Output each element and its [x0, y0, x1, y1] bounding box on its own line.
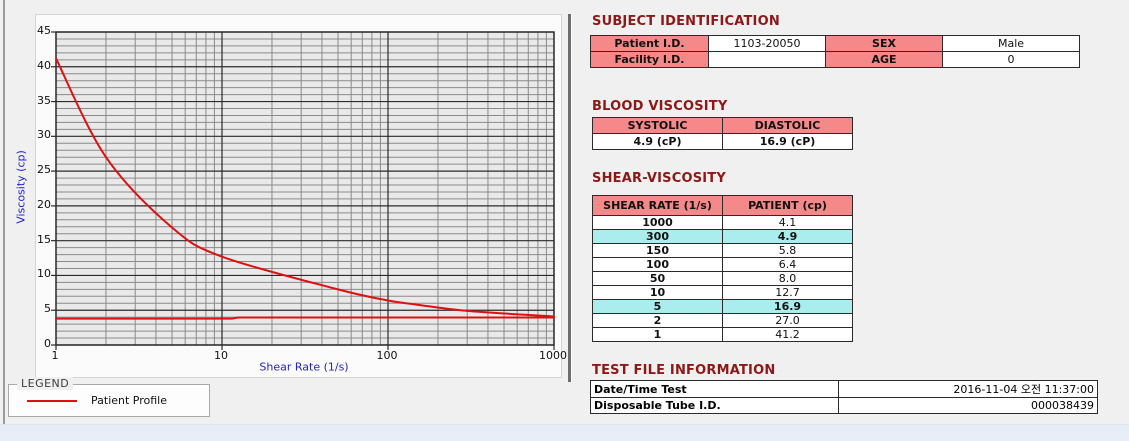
blood-header-cell: SYSTOLIC: [592, 117, 723, 134]
patient-viscosity-cell: 6.4: [722, 257, 853, 272]
shear-rate-cell: 300: [592, 229, 723, 244]
y-tick-label: 15: [37, 232, 51, 246]
field-label-cell: Patient I.D.: [590, 35, 709, 52]
field-label-cell: AGE: [825, 51, 943, 68]
field-value-cell: [708, 51, 826, 68]
series-patient-profile: [55, 57, 555, 318]
blood-value-cell: 16.9 (cP): [722, 133, 853, 150]
legend-caption: LEGEND: [17, 377, 74, 390]
shear-header-cell: PATIENT (cp): [722, 195, 853, 216]
patient-profile-line-swatch: [27, 399, 77, 402]
table-header-row: SHEAR RATE (1/s) PATIENT (cp): [592, 195, 853, 216]
shear-rate-cell: 100: [592, 257, 723, 272]
table-row: 100 6.4: [592, 257, 853, 272]
test-info-label-cell: Disposable Tube I.D.: [590, 397, 839, 414]
y-tick-label: 45: [37, 24, 51, 37]
x-tick-label: 10: [214, 349, 228, 362]
window-left-edge: [3, 0, 5, 425]
field-label-cell: Facility I.D.: [590, 51, 709, 68]
test-file-information-table: Date/Time Test 2016-11-04 오전 11:37:00 Disp…: [590, 380, 1098, 414]
test-info-value-cell: 000038439: [838, 397, 1098, 414]
shear-header-cell: SHEAR RATE (1/s): [592, 195, 723, 216]
patient-viscosity-cell: 4.1: [722, 215, 853, 230]
panel-divider: [568, 14, 572, 382]
shear-rate-cell: 10: [592, 285, 723, 300]
subject-identification-table: Patient I.D. 1103-20050 SEX Male Facility I.…: [590, 35, 1080, 68]
shear-rate-cell: 150: [592, 243, 723, 258]
viscosity-chart-panel: [35, 14, 562, 378]
y-tick-label: 40: [37, 58, 51, 72]
shear-rate-cell: 1: [592, 327, 723, 342]
table-row: 300 4.9: [592, 229, 853, 244]
shear-viscosity-table: SHEAR RATE (1/s) PATIENT (cp) 1000 4.1 300 4.…: [592, 195, 853, 342]
legend-box: LEGEND Patient Profile: [8, 377, 210, 417]
table-row: Facility I.D. AGE 0: [590, 51, 1080, 68]
plot-background: [56, 32, 554, 345]
table-row: 2 27.0: [592, 313, 853, 328]
table-row: Date/Time Test 2016-11-04 오전 11:37:00: [590, 380, 1098, 398]
table-row: Disposable Tube I.D. 000038439: [590, 397, 1098, 414]
test-file-information-title: TEST FILE INFORMATION: [592, 363, 776, 378]
patient-viscosity-cell: 27.0: [722, 313, 853, 328]
y-tick-label: 10: [37, 267, 51, 281]
table-row: 4.9 (cP) 16.9 (cP): [592, 133, 853, 150]
blood-value-cell: 4.9 (cP): [592, 133, 723, 150]
field-value-cell: 0: [942, 51, 1080, 68]
table-row: 150 5.8: [592, 243, 853, 258]
x-tick-label: 1000: [539, 349, 567, 362]
field-label-cell: SEX: [825, 35, 943, 52]
field-value-cell: 1103-20050: [708, 35, 826, 52]
y-tick-label: 35: [37, 93, 51, 107]
field-value-cell: Male: [942, 35, 1080, 52]
table-row: 5 16.9: [592, 299, 853, 314]
y-tick-label: 25: [37, 163, 51, 177]
subject-identification-title: SUBJECT IDENTIFICATION: [592, 14, 780, 29]
series-baseline-trace: [55, 316, 555, 320]
blood-header-cell: DIASTOLIC: [722, 117, 853, 134]
patient-viscosity-cell: 16.9: [722, 299, 853, 314]
y-tick-label: 20: [37, 197, 51, 211]
table-row: 50 8.0: [592, 271, 853, 286]
legend-entry: Patient Profile: [27, 394, 167, 407]
blood-viscosity-table: SYSTOLIC DIASTOLIC 4.9 (cP) 16.9 (cP): [592, 117, 853, 150]
test-info-value-cell: 2016-11-04 오전 11:37:00: [838, 380, 1098, 398]
patient-viscosity-cell: 8.0: [722, 271, 853, 286]
table-row: SYSTOLIC DIASTOLIC: [592, 117, 853, 134]
shear-viscosity-title: SHEAR-VISCOSITY: [592, 171, 726, 186]
x-tick-label: 1: [51, 349, 59, 362]
plot-frame: [55, 31, 555, 346]
table-row: 10 12.7: [592, 285, 853, 300]
shear-rate-cell: 1000: [592, 215, 723, 230]
x-tick-label: 100: [376, 349, 398, 362]
y-tick-label: 0: [44, 337, 51, 350]
y-tick-label: 5: [44, 302, 51, 316]
x-axis-title: Shear Rate (1/s): [259, 360, 349, 374]
legend-entry-label: Patient Profile: [91, 394, 168, 407]
shear-viscosity-chart: [51, 31, 555, 350]
test-info-label-cell: Date/Time Test: [590, 380, 839, 398]
table-row: Patient I.D. 1103-20050 SEX Male: [590, 35, 1080, 52]
shear-rate-cell: 2: [592, 313, 723, 328]
patient-viscosity-cell: 5.8: [722, 243, 853, 258]
table-row: 1000 4.1: [592, 215, 853, 230]
y-tick-label: 30: [37, 128, 51, 142]
patient-viscosity-cell: 12.7: [722, 285, 853, 300]
blood-viscosity-title: BLOOD VISCOSITY: [592, 99, 728, 114]
bottom-strip: [0, 424, 1129, 441]
patient-viscosity-cell: 41.2: [722, 327, 853, 342]
shear-rate-cell: 50: [592, 271, 723, 286]
shear-rate-cell: 5: [592, 299, 723, 314]
table-row: 1 41.2: [592, 327, 853, 342]
y-axis-title: Viscosity (cp): [14, 150, 28, 224]
patient-viscosity-cell: 4.9: [722, 229, 853, 244]
